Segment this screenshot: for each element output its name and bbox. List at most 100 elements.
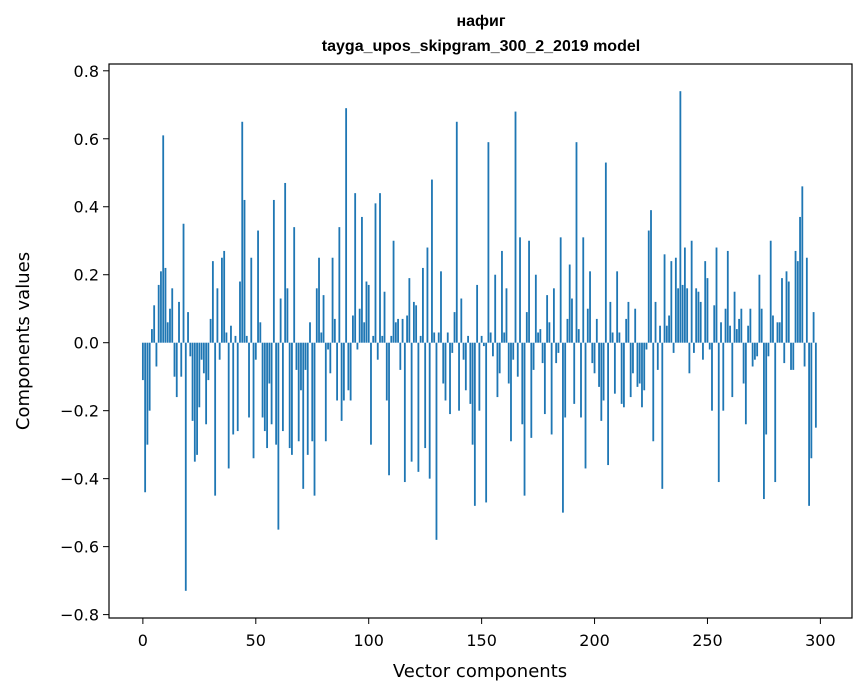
bar	[584, 342, 587, 469]
bar	[516, 342, 519, 377]
bar	[659, 325, 661, 343]
bar	[259, 322, 262, 343]
bar	[180, 342, 183, 377]
bar	[555, 342, 558, 364]
bar	[302, 342, 305, 489]
bar	[566, 318, 569, 343]
bar	[492, 342, 494, 357]
bar	[568, 264, 571, 343]
bar	[449, 342, 451, 415]
bar	[482, 342, 485, 347]
bar	[236, 342, 239, 432]
bar	[394, 322, 397, 343]
bar	[510, 342, 512, 442]
bar	[433, 332, 436, 343]
bar	[753, 342, 756, 360]
bar	[616, 271, 619, 343]
bar	[297, 342, 300, 442]
bar	[428, 342, 431, 479]
y-tick-label: −0.8	[60, 606, 99, 625]
bar	[144, 342, 147, 493]
bar	[223, 250, 226, 343]
bar	[422, 267, 424, 343]
bar	[376, 342, 379, 360]
bar	[575, 142, 578, 343]
bar	[641, 342, 643, 408]
bar	[182, 223, 185, 343]
bar	[214, 342, 217, 496]
bar	[399, 342, 402, 370]
bar	[683, 247, 686, 343]
bar	[586, 308, 589, 343]
bar	[627, 301, 630, 343]
bar	[580, 342, 582, 418]
y-tick-label: −0.4	[60, 470, 99, 489]
bar	[733, 291, 736, 343]
bar	[645, 342, 648, 350]
bar	[460, 298, 463, 343]
bar	[304, 342, 307, 370]
bar	[600, 342, 603, 421]
bar	[157, 284, 160, 343]
bar	[187, 312, 189, 343]
bar	[471, 342, 474, 445]
bar	[352, 315, 354, 343]
bar	[401, 318, 404, 343]
bar	[767, 342, 770, 357]
bar	[184, 342, 187, 591]
bar	[354, 193, 357, 343]
bar	[169, 308, 171, 343]
bar	[426, 247, 429, 343]
bar	[620, 342, 623, 404]
bar	[146, 342, 149, 445]
bar	[756, 342, 759, 357]
bar	[451, 342, 454, 353]
x-tick-label: 0	[138, 631, 148, 650]
bar	[216, 288, 219, 343]
bar	[735, 329, 738, 343]
bar	[679, 91, 682, 343]
bar	[532, 342, 535, 370]
bar	[478, 342, 481, 411]
bar	[261, 342, 264, 418]
bar	[392, 240, 395, 343]
bar	[446, 332, 449, 343]
y-tick-label: −0.6	[60, 538, 99, 557]
bar	[205, 342, 208, 425]
bar	[200, 342, 203, 360]
bar	[505, 288, 508, 343]
bar	[593, 342, 596, 374]
ticks-group: 0 50 100 150 200 250 300 −0.8 −0.6 −0.4 −0.2 0.0 0.2…	[60, 62, 836, 650]
bar	[424, 342, 427, 449]
x-tick-label: 250	[692, 631, 723, 650]
bar	[358, 308, 361, 343]
bar	[266, 342, 268, 449]
bar	[783, 342, 786, 364]
bar	[412, 301, 415, 343]
bar	[306, 342, 309, 455]
bar	[333, 318, 336, 343]
bar	[397, 318, 399, 343]
bar	[476, 284, 479, 343]
bar	[342, 342, 345, 401]
bar	[708, 342, 711, 350]
bar	[440, 271, 442, 343]
bar	[455, 121, 458, 343]
bar	[320, 332, 323, 343]
y-tick-label: 0.8	[74, 62, 99, 81]
bar	[241, 121, 244, 343]
bar	[370, 342, 372, 445]
bar	[324, 342, 327, 442]
bar	[311, 342, 314, 442]
bar	[758, 274, 761, 343]
bar	[670, 261, 673, 343]
bar	[726, 250, 729, 343]
bar	[277, 342, 280, 530]
bar	[295, 342, 298, 370]
bar	[372, 335, 375, 343]
bar	[717, 342, 720, 483]
bar	[178, 301, 180, 343]
bar	[507, 342, 510, 384]
bar	[431, 179, 433, 343]
bar	[729, 325, 731, 343]
